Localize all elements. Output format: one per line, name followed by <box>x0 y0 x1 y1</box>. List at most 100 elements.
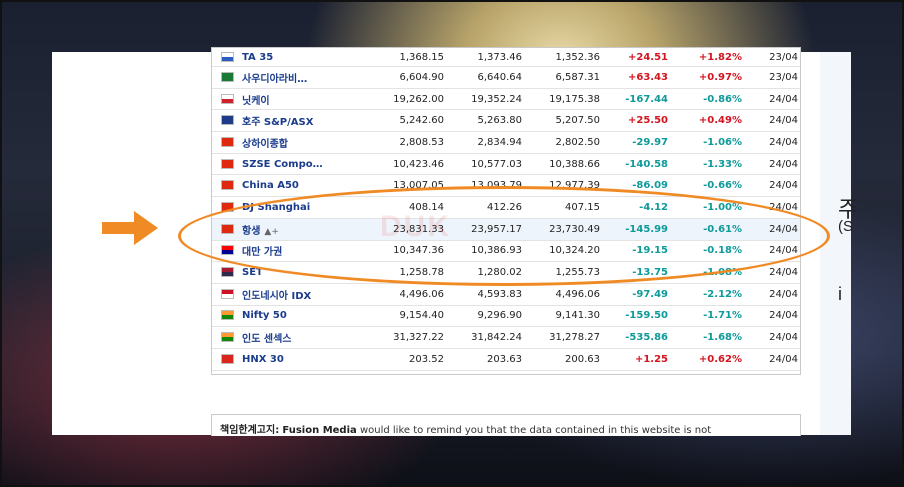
country-flag-icon <box>220 310 234 321</box>
high-value: 2,834.94 <box>450 131 528 154</box>
change-percent: -1.33% <box>674 153 748 176</box>
flag-cell <box>212 109 242 133</box>
index-name[interactable]: 사우디아라비… <box>242 66 372 89</box>
index-name[interactable]: 상하이종합 <box>242 131 372 154</box>
change-value: +1.25 <box>606 348 674 371</box>
country-flag-icon <box>220 93 234 104</box>
last-value: 4,496.06 <box>372 283 450 306</box>
low-value: 9,141.30 <box>528 305 606 328</box>
last-value: 31,327.22 <box>372 326 450 349</box>
index-name[interactable]: 닛케이 <box>242 88 372 111</box>
country-flag-icon <box>220 115 234 126</box>
last-value: 9,154.40 <box>372 305 450 328</box>
change-value: +63.43 <box>606 66 674 89</box>
disclaimer-box: 책임한계고지: Fusion Media would like to remin… <box>211 414 801 436</box>
last-value: 1,368.15 <box>372 48 450 67</box>
index-name[interactable]: 호주 S&P/ASX <box>242 109 372 133</box>
change-value: -535.86 <box>606 326 674 349</box>
date-value: 24/04 <box>748 326 800 349</box>
table-row[interactable]: Nifty 50 9,154.40 9,296.90 9,141.30 -159.50-… <box>212 305 800 328</box>
high-value: 4,593.83 <box>450 283 528 306</box>
disclaimer-company: Fusion Media <box>282 425 357 436</box>
last-value: 2,808.53 <box>372 131 450 154</box>
table-row[interactable]: 사우디아라비… 6,604.90 6,640.64 6,587.31 +63.43 +0.… <box>212 66 800 89</box>
country-flag-icon <box>220 353 234 364</box>
change-percent: -1.68% <box>674 326 748 349</box>
change-percent: +0.62% <box>674 348 748 371</box>
highlight-ellipse <box>178 186 830 286</box>
table-row[interactable]: HNX 30 203.52 203.63 200.63 +1.25 +0.62% 24/04 <box>212 348 800 371</box>
country-flag-icon <box>220 267 234 278</box>
date-value: 24/04 <box>748 109 800 133</box>
table-row[interactable]: 상하이종합 2,808.53 2,834.94 2,802.50 -29.97 -1.06… <box>212 131 800 154</box>
flag-cell <box>212 48 242 67</box>
change-percent: -1.71% <box>674 305 748 328</box>
flag-cell <box>212 174 242 198</box>
table-row[interactable]: 호주 S&P/ASX 5,242.60 5,263.80 5,207.50 +25.50… <box>212 109 800 133</box>
table-row[interactable]: 인도네시아 IDX 4,496.06 4,593.83 4,496.06 -97.49-… <box>212 283 800 306</box>
date-value: 24/04 <box>748 261 800 284</box>
last-value: 6,604.90 <box>372 66 450 89</box>
country-flag-icon <box>220 158 234 169</box>
table-row[interactable]: TA 35 1,368.15 1,373.46 1,352.36 +24.51 +1.82… <box>212 48 800 67</box>
index-name[interactable]: 인도 센섹스 <box>242 326 372 349</box>
low-value: 31,278.27 <box>528 326 606 349</box>
flag-cell <box>212 261 242 284</box>
date-value: 23/04 <box>748 66 800 89</box>
high-value: 5,263.80 <box>450 109 528 133</box>
high-value: 1,373.46 <box>450 48 528 67</box>
country-flag-icon <box>220 180 234 191</box>
index-name[interactable]: Nifty 50 <box>242 305 372 328</box>
low-value: 1,352.36 <box>528 48 606 67</box>
high-value: 6,640.64 <box>450 66 528 89</box>
last-value: 5,242.60 <box>372 109 450 133</box>
flag-cell <box>212 326 242 349</box>
table-row[interactable]: 닛케이 19,262.00 19,352.24 19,175.38 -167.44 -0.… <box>212 88 800 111</box>
change-value: -29.97 <box>606 131 674 154</box>
flag-cell <box>212 348 242 371</box>
last-value: 203.52 <box>372 348 450 371</box>
date-value: 23/04 <box>748 48 800 67</box>
country-flag-icon <box>220 332 234 343</box>
low-value: 19,175.38 <box>528 88 606 111</box>
last-value: 19,262.00 <box>372 88 450 111</box>
table-row[interactable]: 인도 센섹스 31,327.22 31,842.24 31,278.27 -535.86… <box>212 326 800 349</box>
index-name[interactable]: 인도네시아 IDX <box>242 283 372 306</box>
high-value: 19,352.24 <box>450 88 528 111</box>
table-row[interactable]: SZSE Compo… 10,423.46 10,577.03 10,388.66 -1… <box>212 153 800 176</box>
side-text-3: i <box>838 284 842 304</box>
high-value: 10,577.03 <box>450 153 528 176</box>
disclaimer-text: 책임한계고지: Fusion Media would like to remin… <box>212 415 800 436</box>
disclaimer-label: 책임한계고지: <box>220 425 280 436</box>
date-value: 24/04 <box>748 153 800 176</box>
index-name[interactable]: HNX 30 <box>242 348 372 371</box>
index-name[interactable]: SZSE Compo… <box>242 153 372 176</box>
date-value: 24/04 <box>748 174 800 198</box>
flag-cell <box>212 88 242 111</box>
date-value: 24/04 <box>748 283 800 306</box>
last-value: 10,423.46 <box>372 153 450 176</box>
change-percent: +1.82% <box>674 48 748 67</box>
change-percent: +0.97% <box>674 66 748 89</box>
change-percent: -0.66% <box>674 174 748 198</box>
low-value: 4,496.06 <box>528 283 606 306</box>
flag-cell <box>212 305 242 328</box>
change-percent: -2.12% <box>674 283 748 306</box>
arrow-right-icon <box>102 211 158 245</box>
country-flag-icon <box>220 136 234 147</box>
index-name[interactable]: TA 35 <box>242 48 372 67</box>
change-percent: +0.49% <box>674 109 748 133</box>
flag-cell <box>212 153 242 176</box>
high-value: 31,842.24 <box>450 326 528 349</box>
country-flag-icon <box>220 51 234 62</box>
country-flag-icon <box>220 71 234 82</box>
side-text-1: 주 <box>838 197 859 222</box>
flag-cell <box>212 131 242 154</box>
low-value: 5,207.50 <box>528 109 606 133</box>
change-value: -167.44 <box>606 88 674 111</box>
change-value: -140.58 <box>606 153 674 176</box>
side-text-2: (S <box>838 218 853 235</box>
low-value: 10,388.66 <box>528 153 606 176</box>
low-value: 6,587.31 <box>528 66 606 89</box>
change-value: +24.51 <box>606 48 674 67</box>
